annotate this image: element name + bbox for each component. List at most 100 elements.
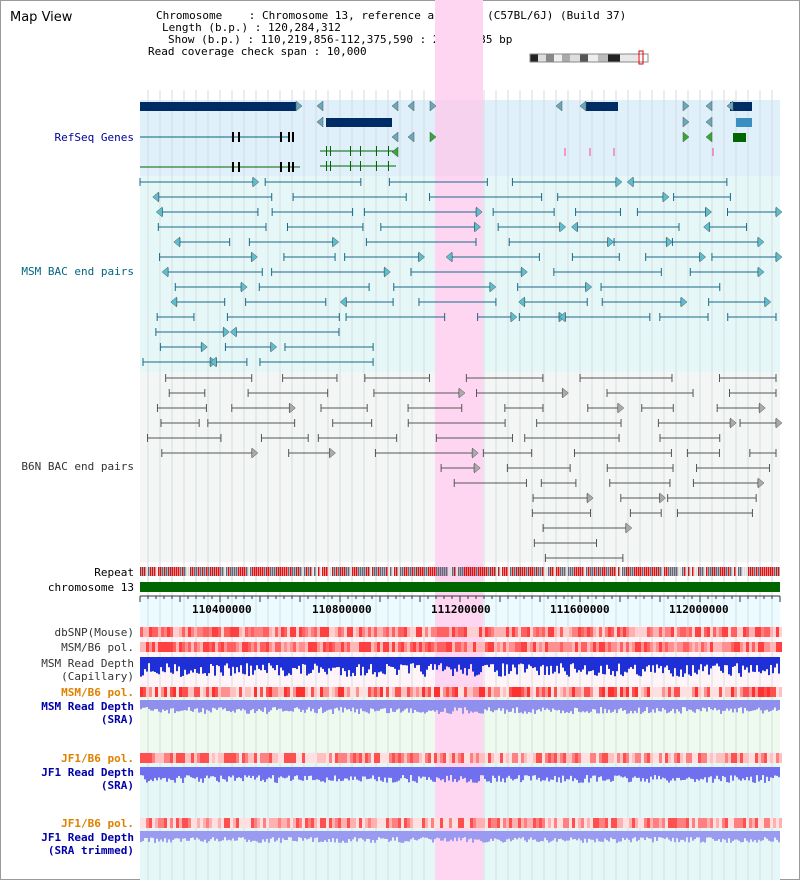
depth-bar [448,831,450,842]
repeat-mark [666,567,668,576]
msm-bac-arrow [607,236,615,248]
depth-bar [420,657,422,672]
heatmap-cell [344,627,347,637]
heatmap-cell [470,627,473,637]
depth-bar [330,767,332,781]
heatmap-cell [515,753,518,763]
depth-bar [238,657,240,673]
heatmap-cell [254,627,257,637]
depth-bar [662,767,664,778]
repeat-mark [354,567,356,576]
depth-bar [592,657,594,671]
track-label-msm-b6-pol-2[interactable]: MSM/B6 pol. [61,686,134,699]
track-label-msm-bac[interactable]: MSM BAC end pairs [21,265,134,278]
depth-bar [450,831,452,840]
repeat-mark [152,567,154,576]
repeat-mark [156,567,158,576]
heatmap-cell [476,818,479,828]
repeat-mark [386,567,388,576]
depth-bar [772,657,774,674]
heatmap-cell [635,687,638,697]
depth-bar [152,767,154,782]
track-label-msm-depth-capillary[interactable]: MSM Read Depth [41,657,134,670]
depth-bar [386,657,388,665]
depth-bar [410,767,412,776]
heatmap-cell [338,753,341,763]
depth-bar [464,767,466,778]
depth-bar [548,700,550,710]
msm-bac-arrow [558,311,566,323]
heatmap-cell [719,753,722,763]
depth-bar [174,767,176,783]
depth-bar [292,767,294,780]
heatmap-cell [740,627,743,637]
depth-bar [644,831,646,840]
heatmap-cell [629,642,632,652]
depth-bar [564,831,566,842]
depth-bar [722,831,724,839]
depth-bar [498,700,500,709]
repeat-mark [366,567,368,576]
heatmap-cell [710,627,713,637]
heatmap-cell [152,687,155,697]
heatmap-cell [401,642,404,652]
track-label-refseq[interactable]: RefSeq Genes [54,131,134,144]
track-label-jf1-depth-trimmed[interactable]: JF1 Read Depth [41,831,134,844]
heatmap-cell [434,818,437,828]
track-label-b6n-bac[interactable]: B6N BAC end pairs [21,460,134,473]
depth-bar [166,700,168,710]
depth-bar [510,767,512,779]
heatmap-cell [263,818,266,828]
track-label-jf1-pol-2[interactable]: JF1/B6 pol. [61,817,134,830]
heatmap-cell [458,627,461,637]
depth-bar [768,700,770,712]
depth-bar [400,700,402,713]
depth-bar [218,767,220,783]
track-label-dbsnp[interactable]: dbSNP(Mouse) [54,626,134,639]
depth-bar [196,831,198,838]
repeat-mark [388,567,390,576]
depth-bar [178,657,180,667]
heatmap-cell [194,627,197,637]
heatmap-cell [206,753,209,763]
heatmap-cell [206,818,209,828]
heatmap-cell [179,818,182,828]
repeat-mark [770,567,772,576]
depth-bar [300,700,302,712]
heatmap-cell [488,818,491,828]
depth-bar [750,700,752,711]
heatmap-cell [749,642,752,652]
track-label-msm-b6-pol[interactable]: MSM/B6 pol. [61,641,134,654]
heatmap-cell [290,818,293,828]
track-label-jf1-depth-sra[interactable]: JF1 Read Depth [41,766,134,779]
depth-bar [578,700,580,712]
heatmap-cell [293,627,296,637]
depth-bar [426,767,428,781]
track-label-repeat[interactable]: Repeat [94,566,134,579]
depth-bar [150,700,152,711]
depth-bar [262,767,264,780]
heatmap-cell [284,818,287,828]
heatmap-cell [761,818,764,828]
heatmap-cell [569,642,572,652]
heatmap-cell [551,627,554,637]
depth-bar [204,831,206,840]
track-label-jf1-pol[interactable]: JF1/B6 pol. [61,752,134,765]
heatmap-cell [563,818,566,828]
depth-bar [606,767,608,780]
depth-bar [720,657,722,671]
b6n-bac-arrow [458,387,466,399]
depth-bar [484,767,486,779]
heatmap-cell [635,627,638,637]
track-label-msm-depth-sra[interactable]: MSM Read Depth [41,700,134,713]
depth-bar [198,657,200,674]
repeat-mark [162,567,164,576]
depth-bar [746,700,748,711]
depth-bar [580,657,582,672]
depth-bar [760,700,762,711]
depth-bar [348,657,350,671]
depth-bar [592,700,594,709]
heatmap-cell [719,818,722,828]
depth-bar [220,831,222,842]
